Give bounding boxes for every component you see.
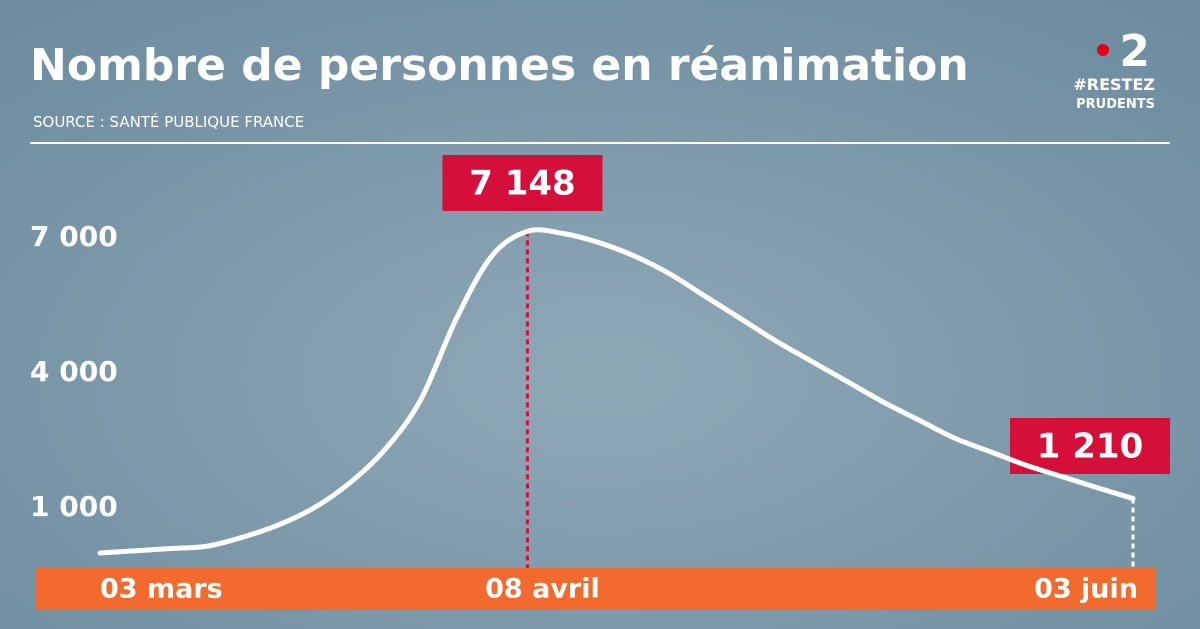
y-tick-label: 7 000 (30, 220, 118, 253)
logo-number: 2 (1119, 26, 1150, 77)
value-label-box (1010, 418, 1170, 474)
chart-subtitle: SOURCE : SANTÉ PUBLIQUE FRANCE (33, 112, 304, 131)
x-axis-bar (35, 568, 1155, 610)
x-tick-label: 03 juin (1034, 574, 1138, 605)
value-label-box (442, 155, 603, 211)
x-tick-label: 03 mars (100, 574, 223, 605)
logo-text: #RESTEZ (1073, 75, 1155, 94)
value-label: 1 210 (1037, 427, 1143, 467)
line (97, 227, 1136, 556)
x-tick-label: 08 avril (485, 574, 600, 605)
value-label: 7 148 (469, 164, 575, 204)
logo-text: PRUDENTS (1076, 97, 1155, 112)
logo-dot (1097, 44, 1109, 56)
y-tick-label: 1 000 (30, 490, 118, 523)
y-tick-label: 4 000 (30, 355, 118, 388)
chart-title: Nombre de personnes en réanimation (30, 40, 969, 91)
